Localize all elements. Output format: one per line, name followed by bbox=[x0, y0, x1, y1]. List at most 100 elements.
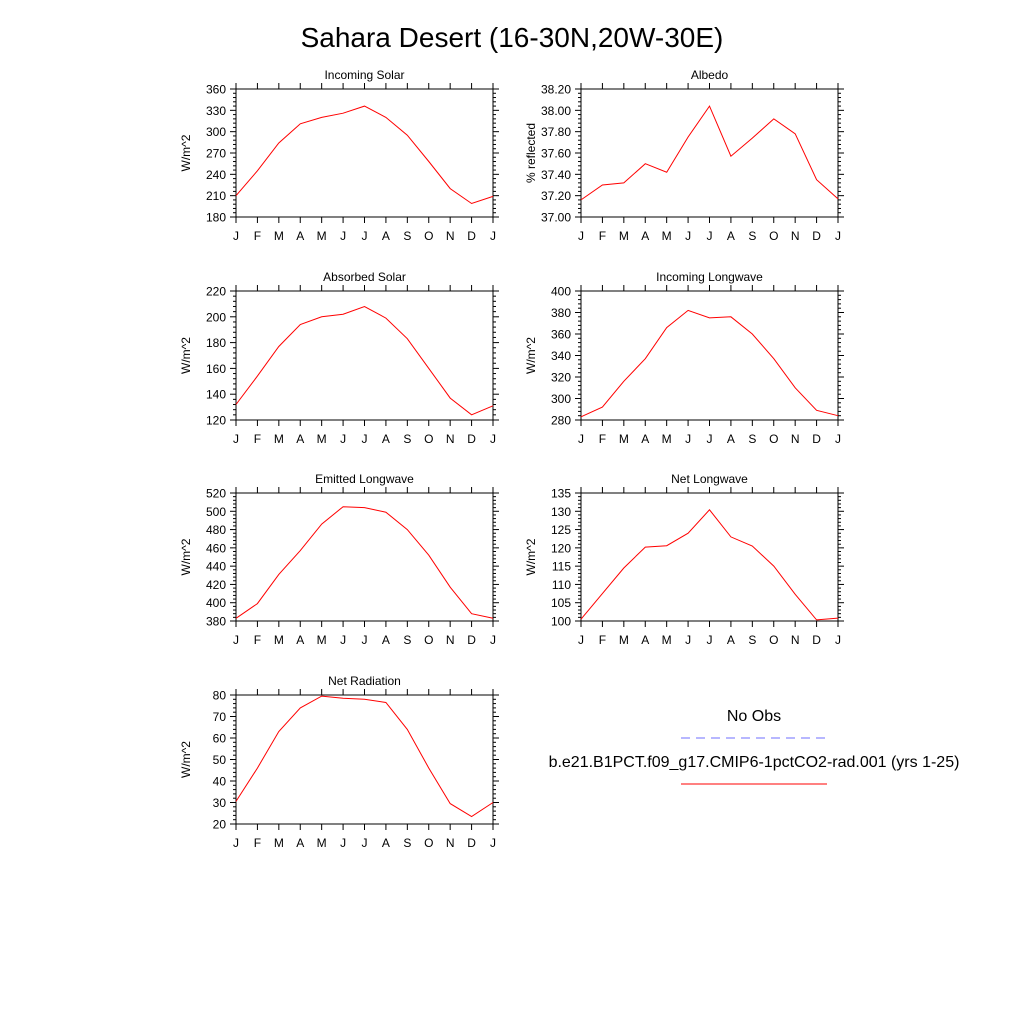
x-tick-label: N bbox=[446, 836, 455, 850]
y-tick-label: 320 bbox=[551, 371, 571, 385]
y-tick-label: 130 bbox=[551, 505, 571, 519]
y-tick-label: 480 bbox=[206, 523, 226, 537]
series-line bbox=[580, 309, 839, 418]
x-tick-label: J bbox=[490, 432, 496, 446]
x-tick-label: D bbox=[467, 432, 476, 446]
x-tick-label: D bbox=[467, 633, 476, 647]
y-tick-label: 37.80 bbox=[541, 125, 571, 139]
x-tick-label: F bbox=[254, 229, 261, 243]
plot-frame bbox=[580, 492, 839, 622]
y-axis: 280 300 320 340 360 380 400 bbox=[551, 285, 844, 428]
x-tick-label: M bbox=[662, 229, 672, 243]
legend-obs-label: No Obs bbox=[727, 708, 781, 725]
x-tick-label: N bbox=[446, 432, 455, 446]
series-line bbox=[235, 105, 494, 205]
y-tick-label: 240 bbox=[206, 168, 226, 182]
y-tick-label: 220 bbox=[206, 285, 226, 299]
panel-title: Emitted Longwave bbox=[315, 472, 414, 486]
series-line bbox=[235, 695, 494, 818]
x-tick-label: D bbox=[812, 229, 821, 243]
y-tick-label: 38.00 bbox=[541, 104, 571, 118]
y-tick-label: 380 bbox=[206, 615, 226, 629]
x-tick-label: F bbox=[254, 836, 261, 850]
x-tick-label: N bbox=[791, 229, 800, 243]
x-tick-label: A bbox=[296, 836, 304, 850]
y-tick-label: 125 bbox=[551, 523, 571, 537]
y-tick-label: 300 bbox=[206, 125, 226, 139]
y-tick-label: 37.60 bbox=[541, 147, 571, 161]
y-axis: 37.00 37.20 37.40 37.60 37.80 38.00 38.20 bbox=[541, 83, 844, 225]
x-tick-label: J bbox=[362, 432, 368, 446]
x-tick-label: J bbox=[340, 229, 346, 243]
plot-frame bbox=[235, 492, 494, 622]
x-tick-label: O bbox=[769, 432, 778, 446]
y-tick-label: 60 bbox=[213, 732, 227, 746]
x-tick-label: J bbox=[340, 836, 346, 850]
x-tick-label: J bbox=[362, 633, 368, 647]
x-tick-label: O bbox=[424, 229, 433, 243]
y-axis-label: W/m^2 bbox=[179, 741, 193, 778]
y-tick-label: 360 bbox=[206, 83, 226, 97]
plot-frame bbox=[235, 290, 494, 421]
x-tick-label: J bbox=[707, 633, 713, 647]
x-tick-label: F bbox=[599, 229, 606, 243]
y-tick-label: 37.00 bbox=[541, 211, 571, 225]
x-tick-label: J bbox=[340, 633, 346, 647]
x-tick-label: A bbox=[382, 633, 390, 647]
x-tick-label: J bbox=[233, 229, 239, 243]
x-tick-label: J bbox=[490, 633, 496, 647]
y-tick-label: 180 bbox=[206, 211, 226, 225]
panel-title: Net Radiation bbox=[328, 674, 401, 688]
y-tick-label: 200 bbox=[206, 310, 226, 324]
plot-frame bbox=[580, 88, 839, 218]
y-tick-label: 520 bbox=[206, 487, 226, 501]
y-tick-label: 105 bbox=[551, 596, 571, 610]
x-tick-label: A bbox=[296, 633, 304, 647]
y-tick-label: 380 bbox=[551, 306, 571, 320]
x-tick-label: J bbox=[578, 432, 584, 446]
y-tick-label: 400 bbox=[551, 285, 571, 299]
y-tick-label: 40 bbox=[213, 775, 227, 789]
x-tick-label: M bbox=[317, 633, 327, 647]
x-tick-label: M bbox=[317, 836, 327, 850]
x-tick-label: J bbox=[340, 432, 346, 446]
y-tick-label: 280 bbox=[551, 414, 571, 428]
y-tick-label: 340 bbox=[551, 349, 571, 363]
y-tick-label: 400 bbox=[206, 596, 226, 610]
x-tick-label: J bbox=[233, 633, 239, 647]
x-tick-label: J bbox=[233, 836, 239, 850]
y-tick-label: 120 bbox=[206, 414, 226, 428]
panel-title: Absorbed Solar bbox=[323, 270, 406, 284]
x-tick-label: J bbox=[835, 432, 841, 446]
x-tick-label: O bbox=[769, 229, 778, 243]
x-tick-label: D bbox=[812, 633, 821, 647]
x-tick-label: J bbox=[578, 633, 584, 647]
y-tick-label: 460 bbox=[206, 541, 226, 555]
panel-title: Incoming Longwave bbox=[656, 270, 763, 284]
y-tick-label: 115 bbox=[552, 560, 571, 574]
plot-frame bbox=[235, 88, 494, 218]
y-axis: 100 105 110 115 120 125 130 135 bbox=[551, 487, 844, 629]
x-tick-label: F bbox=[599, 432, 606, 446]
x-tick-label: J bbox=[362, 836, 368, 850]
x-tick-label: M bbox=[274, 432, 284, 446]
x-tick-label: J bbox=[685, 229, 691, 243]
x-tick-label: M bbox=[274, 229, 284, 243]
y-axis-label: W/m^2 bbox=[179, 134, 193, 171]
y-axis-label: W/m^2 bbox=[524, 538, 538, 575]
x-tick-label: J bbox=[707, 432, 713, 446]
y-tick-label: 500 bbox=[206, 505, 226, 519]
x-tick-label: M bbox=[662, 432, 672, 446]
figure-title: Sahara Desert (16-30N,20W-30E) bbox=[301, 22, 724, 53]
y-tick-label: 100 bbox=[551, 615, 571, 629]
